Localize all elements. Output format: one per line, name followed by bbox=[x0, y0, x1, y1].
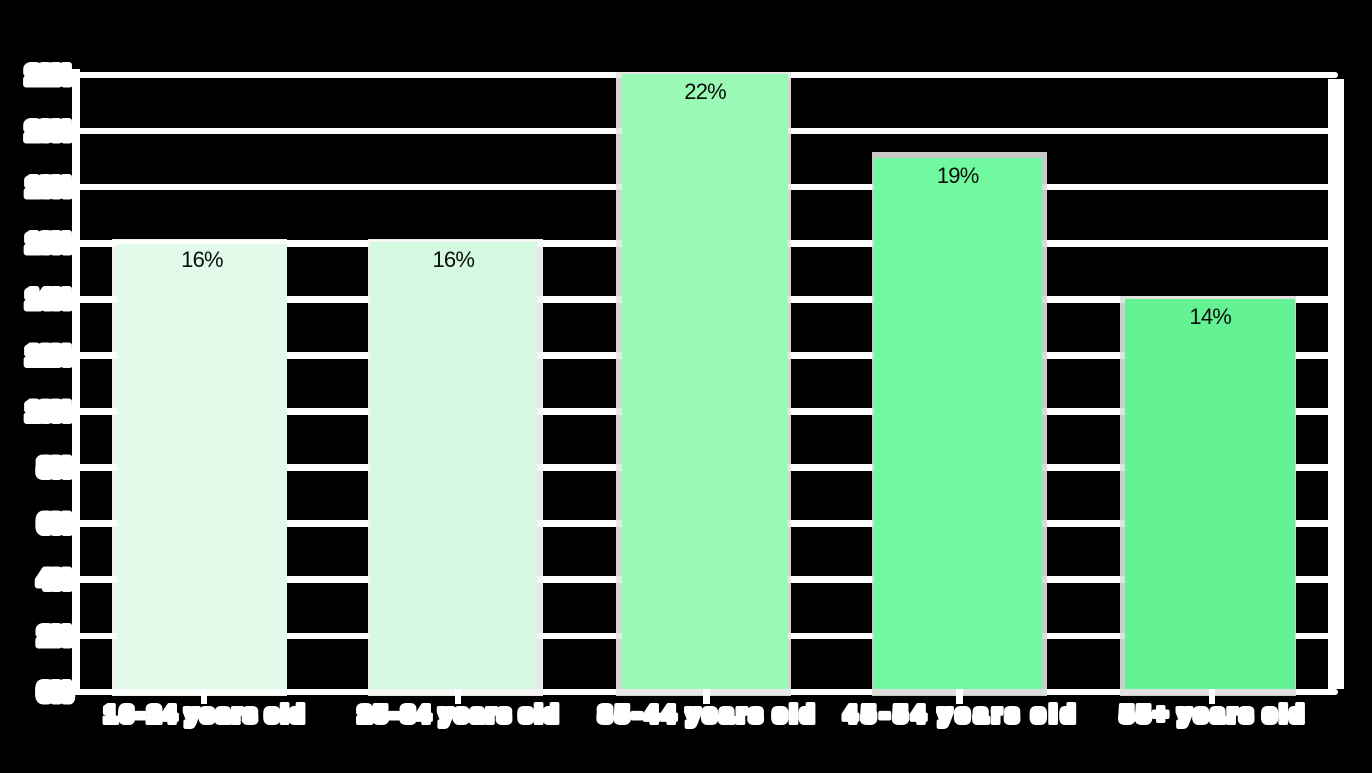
svg-text:16%: 16% bbox=[27, 231, 71, 256]
svg-text:16-24 years old: 16-24 years old bbox=[105, 704, 308, 726]
svg-text:18%: 18% bbox=[27, 175, 71, 200]
svg-text:10%: 10% bbox=[27, 399, 71, 424]
svg-text:2%: 2% bbox=[39, 623, 71, 648]
svg-text:8%: 8% bbox=[39, 455, 71, 480]
svg-text:12%: 12% bbox=[27, 343, 71, 368]
svg-text:25-34 years old: 25-34 years old bbox=[359, 704, 562, 726]
svg-text:55+ years old: 55+ years old bbox=[1121, 704, 1308, 726]
svg-text:4%: 4% bbox=[39, 567, 71, 592]
svg-text:35-44 years old: 35-44 years old bbox=[600, 704, 819, 726]
svg-text:22%: 22% bbox=[27, 62, 71, 87]
svg-text:20%: 20% bbox=[27, 118, 71, 143]
svg-text:0%: 0% bbox=[39, 679, 71, 704]
svg-text:45-54 years old: 45-54 years old bbox=[845, 704, 1081, 726]
svg-text:6%: 6% bbox=[39, 511, 71, 536]
svg-text:14%: 14% bbox=[27, 287, 71, 312]
